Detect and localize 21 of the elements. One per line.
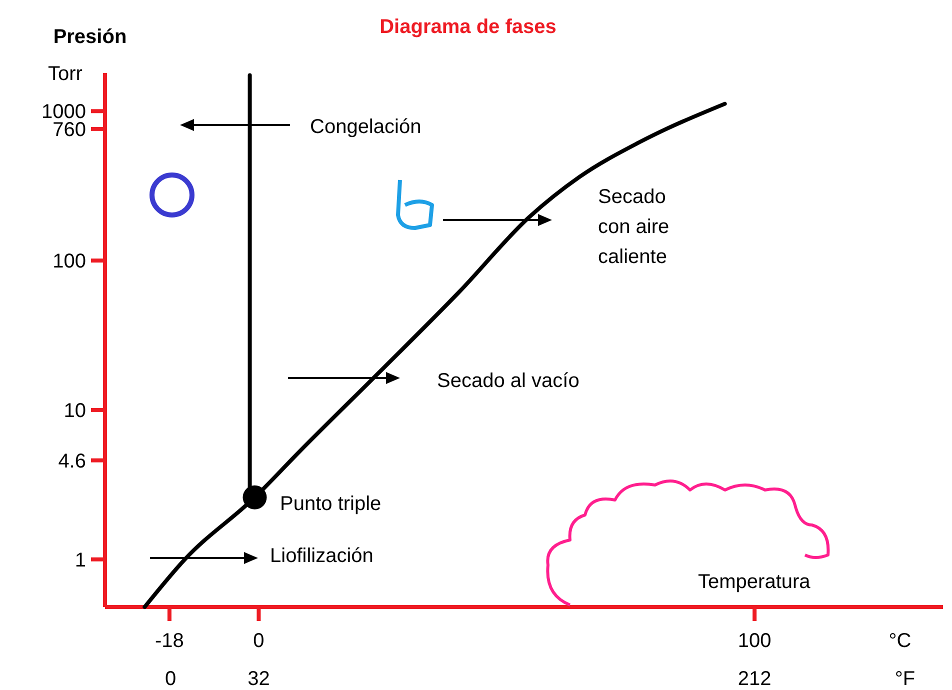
y-tick-label: 10 [64, 400, 86, 422]
annotation: Liofilización [270, 545, 374, 567]
annotation: Temperatura [698, 571, 812, 593]
x2-tick-label: 32 [248, 668, 270, 690]
chart-title: Diagrama de fases [380, 16, 556, 38]
text: Torr [48, 63, 83, 85]
y-tick-label: 4.6 [58, 450, 86, 472]
x-tick-label: -18 [155, 630, 184, 652]
y-tick-label: 1 [74, 549, 86, 572]
x-tick-label: 0 [253, 630, 264, 652]
x-axis-title: °C [888, 630, 912, 652]
y-axis-title: Presión [53, 26, 127, 48]
annotation: Secado con aire caliente [598, 186, 670, 268]
x2-axis-title: °F [894, 668, 916, 690]
annotation: Punto triple [280, 493, 382, 515]
x2-tick-label: 0 [165, 668, 176, 690]
annotation: Secado al vacío [437, 370, 580, 392]
x2-tick-label: 212 [738, 668, 772, 690]
annotation: Congelación [310, 116, 422, 138]
y-tick-label: 100 [52, 250, 86, 273]
x-tick-label: 100 [738, 630, 772, 652]
